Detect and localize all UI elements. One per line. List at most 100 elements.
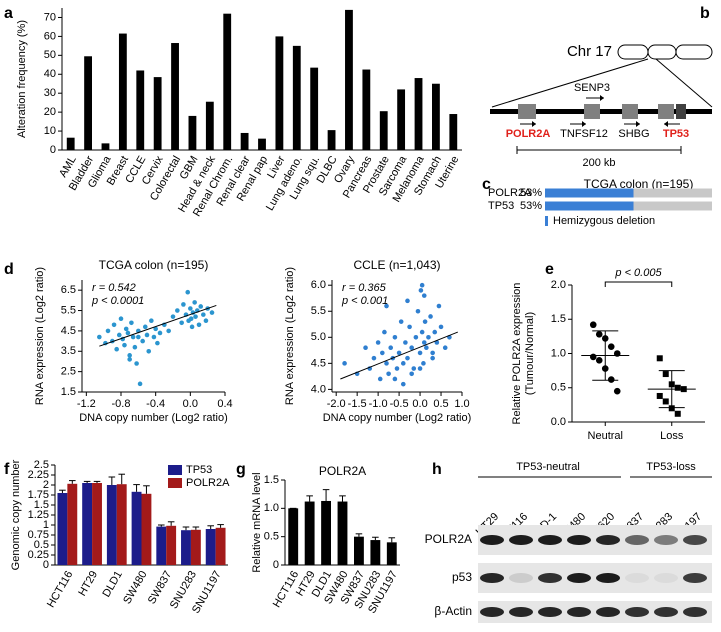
error-bar [322, 489, 330, 501]
zoom-line [655, 58, 713, 108]
annotation: p < 0.0001 [91, 295, 144, 307]
fit-line [340, 331, 458, 380]
x-tick-label: Neutral [588, 430, 623, 442]
annotation: r = 0.365 [342, 282, 387, 294]
error-bar [306, 495, 313, 502]
bar [240, 132, 249, 150]
bar [92, 483, 102, 565]
y-tick-label: 1.25 [28, 509, 49, 521]
panel-label: g [236, 461, 246, 478]
point [198, 304, 204, 309]
point [422, 319, 428, 324]
panel-label: d [4, 261, 14, 278]
annotation: p < 0.001 [341, 295, 388, 307]
point [166, 328, 171, 334]
point [662, 371, 669, 378]
y-tick-label: 1.5 [264, 474, 279, 486]
blot-membrane [478, 563, 712, 593]
point [424, 345, 429, 351]
error-bar [118, 473, 126, 485]
point [179, 320, 184, 326]
error-bar [182, 526, 190, 531]
point [129, 320, 134, 326]
bar [67, 483, 78, 565]
bar [181, 530, 191, 565]
blot-band [480, 535, 504, 545]
blot-band [567, 607, 591, 617]
bar [545, 188, 634, 198]
point [189, 324, 195, 330]
panel-label: h [432, 461, 442, 478]
chromosome-arm [617, 44, 649, 60]
row-label: TP53 [488, 200, 514, 212]
blot-band [596, 607, 620, 617]
point [155, 340, 160, 346]
point [185, 289, 191, 295]
y-tick-label: 40 [44, 68, 56, 80]
annotation: r = 0.542 [92, 282, 136, 294]
point [142, 324, 148, 330]
point [196, 322, 202, 328]
gene-box [658, 104, 674, 119]
x-tick-label: -1.2 [77, 398, 96, 410]
point [430, 355, 435, 361]
point [607, 343, 615, 350]
y-tick-label: 2.5 [34, 459, 49, 471]
x-tick-label: -1.0 [369, 398, 388, 410]
point [415, 308, 421, 314]
y-tick-label: 1 [43, 519, 49, 531]
row-label: β-Actin [434, 604, 472, 618]
error-bar [339, 495, 346, 502]
y-tick-label: 4.0 [311, 383, 326, 395]
point [392, 376, 398, 382]
point [442, 345, 448, 351]
point [209, 310, 215, 315]
point [181, 302, 186, 307]
y-axis-label: RNA expression (Log2 ratio) [284, 267, 296, 405]
point [105, 328, 111, 334]
bar [304, 501, 315, 565]
error-bar [69, 480, 76, 484]
point [589, 321, 597, 329]
bar [258, 138, 266, 150]
blot-band [538, 573, 562, 583]
y-tick-label: 0 [273, 559, 279, 571]
point [394, 366, 400, 371]
blot-band [596, 535, 620, 545]
blot-band [480, 573, 504, 583]
point [130, 334, 136, 340]
bar [337, 501, 348, 565]
bar [215, 527, 226, 565]
y-tick-label: 0.75 [28, 529, 49, 541]
blot-band [654, 573, 678, 583]
error-bar [108, 476, 116, 485]
x-tick-label: -0.5 [390, 398, 409, 410]
x-tick-label: HT29 [76, 569, 100, 598]
bar [292, 45, 301, 150]
point [428, 314, 433, 319]
point [436, 303, 442, 309]
y-axis-label: Relative POLR2A expression [511, 283, 523, 425]
x-axis-label: DNA copy number (Log2 ratio) [79, 412, 228, 424]
point [146, 348, 152, 354]
fit-line [99, 304, 217, 347]
chromosome-arm [647, 44, 677, 60]
bar [57, 493, 68, 565]
group-label: TP53-loss [646, 461, 696, 473]
blot-band [683, 535, 707, 545]
panel-label: f [4, 461, 10, 478]
blot-band [625, 607, 649, 617]
error-bar [388, 537, 396, 543]
chart-title: TCGA colon (n=195) [584, 177, 694, 191]
x-tick-label: 0.4 [217, 398, 232, 410]
x-tick-label: 0.5 [433, 398, 448, 410]
point [153, 326, 158, 332]
bar [136, 70, 145, 150]
bar [379, 111, 388, 150]
blot-membrane [478, 601, 712, 623]
point [127, 357, 132, 362]
point [418, 288, 424, 293]
blot-band [567, 573, 591, 583]
error-bar [143, 485, 150, 494]
y-axis-label: Relative mRNA level [251, 472, 263, 572]
